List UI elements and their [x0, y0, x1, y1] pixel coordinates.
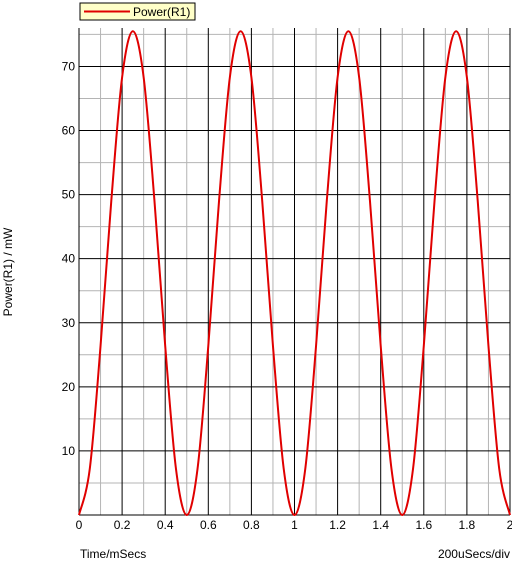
x-tick-label: 1.8 [459, 518, 476, 532]
x-tick-labels: 0 0.2 0.4 0.6 0.8 1 1.2 1.4 1.6 1.8 2 [76, 518, 512, 532]
x-tick-label: 0.4 [157, 518, 174, 532]
y-tick-label: 50 [62, 188, 76, 202]
y-tick-label: 30 [62, 316, 76, 330]
x-tick-label: 1 [291, 518, 298, 532]
major-grid [78, 28, 511, 516]
x-tick-label: 0.8 [243, 518, 260, 532]
series-line-power-r1 [78, 30, 511, 517]
x-axis-label: Time/mSecs [80, 547, 146, 561]
y-tick-label: 40 [62, 252, 76, 266]
x-tick-label: 2 [507, 518, 512, 532]
y-tick-labels: 10 20 30 40 50 60 70 [62, 59, 76, 457]
x-tick-label: 0.6 [200, 518, 217, 532]
y-tick-label: 10 [62, 444, 76, 458]
legend: Power(R1) [79, 2, 196, 21]
x-tick-label: 1.6 [415, 518, 432, 532]
x-tick-label: 1.2 [329, 518, 346, 532]
x-tick-label: 1.4 [372, 518, 389, 532]
y-tick-label: 20 [62, 380, 76, 394]
legend-box [79, 2, 196, 21]
y-axis-label: Power(R1) / mW [1, 227, 15, 316]
y-tick-label: 60 [62, 124, 76, 138]
series-layer [78, 30, 511, 517]
x-tick-label: 0.2 [114, 518, 131, 532]
x-tick-label: 0 [76, 518, 83, 532]
x-scale-note: 200uSecs/div [438, 547, 510, 561]
y-tick-label: 70 [62, 59, 76, 73]
legend-label-power-r1: Power(R1) [133, 5, 190, 19]
